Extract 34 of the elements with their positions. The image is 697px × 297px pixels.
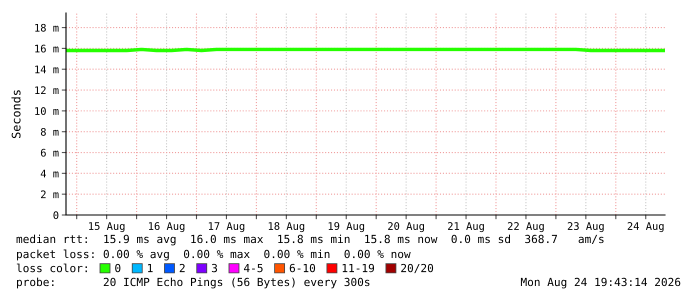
- x-tick-label: 23 Aug: [568, 222, 604, 232]
- x-tick-label: 15 Aug: [89, 222, 124, 232]
- x-tick-label: 17 Aug: [208, 222, 244, 232]
- x-tick-label: 22 Aug: [508, 222, 544, 232]
- legend-title: loss color:: [16, 264, 87, 272]
- legend-label: 11-19: [342, 264, 374, 272]
- y-tick-label: 14 m: [35, 66, 59, 74]
- y-tick-label: 12 m: [35, 86, 59, 94]
- legend-label: 2: [180, 264, 185, 272]
- x-tick-label: 19 Aug: [328, 222, 364, 232]
- y-tick-label: 16 m: [35, 44, 59, 53]
- legend-label: 6-10: [290, 264, 316, 272]
- legend-label: 20/20: [401, 264, 434, 274]
- y-tick-label: 8 m: [40, 128, 59, 136]
- x-tick-label: 24 Aug: [628, 222, 664, 232]
- y-tick-label: 4 m: [40, 170, 59, 178]
- legend-label: 4-5: [244, 264, 263, 272]
- y-tick-label: 2 m: [41, 190, 59, 198]
- x-tick-label: 18 Aug: [268, 222, 304, 232]
- x-tick-label: 16 Aug: [148, 222, 184, 232]
- y-tick-label: 0: [53, 211, 58, 220]
- y-tick-label: 6 m: [40, 148, 59, 157]
- legend-label: 0: [115, 264, 120, 272]
- y-tick-label: 10 m: [35, 107, 59, 116]
- y-tick-label: 18 m: [35, 24, 59, 32]
- legend-label: 1: [148, 264, 153, 272]
- y-axis-title: Seconds: [11, 90, 21, 138]
- text: packet loss: 0.00 % avg 0.00 % max 0.00 % min 0.00 % now: [17, 250, 411, 260]
- text: Mon Aug 24 19:43:14 2026: [520, 278, 680, 288]
- legend-label: 3: [212, 264, 218, 272]
- text: probe: 20 ICMP Echo Pings (56 Bytes) every 300s: [17, 278, 370, 288]
- x-tick-label: 21 Aug: [448, 222, 484, 232]
- x-tick-label: 20 Aug: [388, 222, 424, 232]
- text: median rtt: 15.9 ms avg 16.0 ms max 15.8 ms min 15.8 ms now 0.0 ms sd 368.7 am/s: [16, 234, 604, 246]
